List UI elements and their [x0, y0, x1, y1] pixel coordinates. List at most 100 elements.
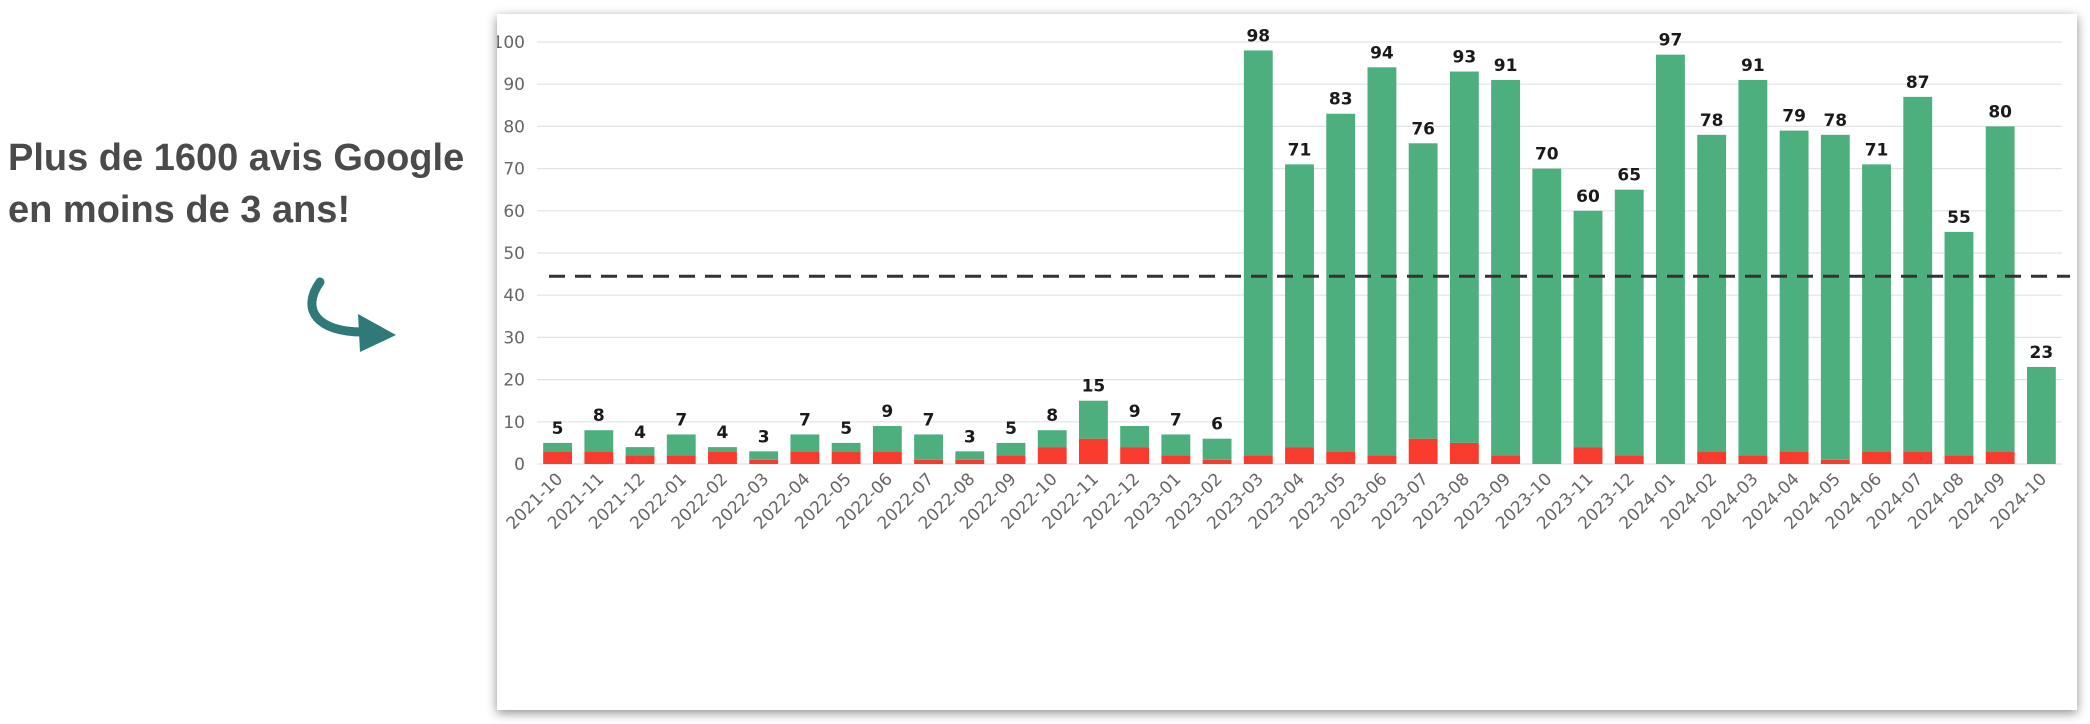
data-label: 7 — [923, 410, 935, 430]
bar-positive — [1491, 79, 1521, 456]
bar-negative — [543, 451, 573, 464]
data-label: 7 — [1170, 410, 1182, 430]
bar-negative — [831, 451, 861, 464]
bar-positive — [1285, 164, 1314, 448]
bar-positive — [1532, 168, 1562, 464]
bar-positive — [1573, 210, 1603, 448]
y-tick-label: 50 — [503, 244, 525, 264]
bar-positive — [1408, 143, 1438, 439]
headline-line-1: Plus de 1600 avis Google — [8, 137, 465, 179]
bar-negative — [1326, 451, 1356, 464]
bar-negative — [1944, 455, 1974, 464]
bar-negative — [1449, 442, 1479, 464]
y-tick-label: 70 — [503, 160, 525, 180]
y-tick-label: 30 — [503, 328, 525, 348]
bar-positive — [543, 442, 573, 452]
bar-positive — [1326, 113, 1356, 452]
bar-negative — [749, 459, 779, 464]
data-label: 8 — [1046, 406, 1058, 426]
bar-positive — [790, 434, 820, 452]
bar-positive — [1161, 434, 1191, 456]
bar-positive — [872, 426, 902, 452]
data-label: 94 — [1370, 43, 1394, 63]
data-label: 9 — [1129, 402, 1141, 422]
bar-positive — [1862, 164, 1891, 452]
bar-negative — [914, 459, 943, 464]
data-label: 98 — [1246, 26, 1270, 46]
bar-negative — [1078, 438, 1108, 464]
headline: Plus de 1600 avis Google en moins de 3 a… — [8, 132, 464, 236]
data-label: 4 — [634, 423, 646, 443]
data-label: 70 — [1535, 145, 1559, 165]
bar-chart: 010203040506070809010052021-1082021-1142… — [497, 26, 2070, 534]
bar-negative — [1779, 451, 1809, 464]
bar-negative — [1408, 438, 1438, 464]
bar-positive — [584, 430, 614, 452]
bar-positive — [1202, 438, 1232, 460]
y-tick-label: 100 — [497, 33, 525, 53]
bar-negative — [1285, 447, 1314, 464]
data-label: 3 — [964, 427, 976, 447]
bar-negative — [955, 459, 985, 464]
bar-negative — [790, 451, 820, 464]
data-label: 71 — [1288, 140, 1312, 160]
curved-arrow-icon — [307, 277, 396, 352]
bar-positive — [1779, 130, 1809, 452]
bar-negative — [1862, 451, 1891, 464]
bar-positive — [1656, 54, 1685, 464]
bar-positive — [1944, 231, 1974, 456]
bar-negative — [1820, 459, 1850, 464]
y-tick-label: 80 — [503, 117, 525, 137]
y-tick-label: 40 — [503, 286, 525, 306]
data-label: 4 — [717, 423, 729, 443]
data-label: 5 — [840, 419, 852, 439]
bar-positive — [831, 442, 861, 452]
data-label: 15 — [1082, 377, 1106, 397]
bar-negative — [872, 451, 902, 464]
data-label: 5 — [1005, 419, 1017, 439]
data-label: 93 — [1453, 48, 1477, 68]
bar-positive — [1367, 67, 1397, 456]
data-label: 8 — [593, 406, 605, 426]
y-tick-label: 20 — [503, 371, 525, 391]
bar-negative — [625, 455, 655, 464]
data-label: 71 — [1865, 140, 1889, 160]
bar-negative — [1161, 455, 1191, 464]
y-tick-label: 60 — [503, 202, 525, 222]
data-label: 79 — [1782, 107, 1806, 127]
data-label: 97 — [1659, 31, 1683, 51]
bar-positive — [749, 451, 779, 460]
bar-negative — [666, 455, 696, 464]
data-label: 55 — [1947, 208, 1971, 228]
data-label: 83 — [1329, 90, 1353, 110]
data-label: 65 — [1617, 166, 1641, 186]
y-tick-label: 10 — [503, 413, 525, 433]
bar-positive — [1614, 189, 1644, 456]
bar-positive — [996, 442, 1026, 456]
bar-negative — [1243, 455, 1273, 464]
bar-negative — [996, 455, 1026, 464]
headline-line-2: en moins de 3 ans! — [8, 189, 351, 231]
bar-negative — [1367, 455, 1397, 464]
data-label: 78 — [1823, 111, 1847, 131]
bar-negative — [1573, 447, 1603, 464]
data-label: 23 — [2030, 343, 2054, 363]
bar-positive — [1449, 71, 1479, 443]
bar-positive — [1697, 134, 1727, 452]
chart-panel: 0 10 20 30 40 50 60 70 80 90 100 5 2021-10 8 2021-11 4 2… — [497, 14, 2077, 710]
bar-negative — [1738, 455, 1768, 464]
bar-positive — [1985, 126, 2015, 452]
bar-positive — [1243, 50, 1273, 456]
data-label: 91 — [1741, 56, 1765, 76]
data-label: 7 — [675, 410, 687, 430]
data-label: 9 — [881, 402, 893, 422]
bar-positive — [708, 447, 737, 452]
bar-positive — [625, 447, 655, 456]
bar-positive — [1037, 430, 1067, 448]
data-label: 80 — [1988, 102, 2012, 122]
bar-positive — [1738, 79, 1768, 456]
bar-negative — [1985, 451, 2015, 464]
data-label: 7 — [799, 410, 811, 430]
bar-negative — [708, 451, 737, 464]
bar-positive — [1903, 96, 1933, 452]
